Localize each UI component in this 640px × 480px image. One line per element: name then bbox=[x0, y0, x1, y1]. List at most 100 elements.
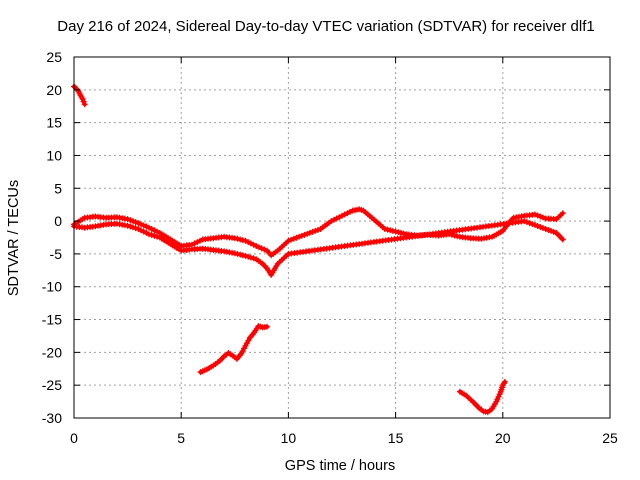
data-point bbox=[559, 236, 566, 243]
data-point bbox=[80, 98, 87, 105]
data-point bbox=[245, 239, 252, 246]
data-point bbox=[537, 213, 544, 220]
plot-frame bbox=[73, 56, 611, 419]
data-point bbox=[548, 227, 554, 234]
data-point bbox=[288, 236, 295, 243]
data-point bbox=[537, 224, 544, 230]
data-points bbox=[71, 83, 566, 416]
y-tick-label: -20 bbox=[42, 344, 62, 360]
data-point bbox=[542, 226, 549, 232]
y-tick-label: 25 bbox=[46, 49, 62, 65]
data-point bbox=[132, 219, 139, 226]
data-point bbox=[151, 232, 158, 239]
data-point bbox=[194, 239, 201, 246]
series-main-lower bbox=[71, 218, 566, 278]
y-tick-label: 0 bbox=[54, 213, 62, 229]
data-point bbox=[526, 220, 533, 227]
data-point bbox=[245, 253, 252, 260]
data-point bbox=[146, 224, 152, 231]
x-tick-label: 5 bbox=[177, 430, 185, 446]
data-point bbox=[140, 222, 147, 229]
y-tick-label: 5 bbox=[54, 180, 62, 196]
data-point bbox=[559, 210, 566, 217]
data-point bbox=[242, 252, 249, 259]
data-point bbox=[341, 211, 348, 218]
y-tick-label: -15 bbox=[42, 312, 62, 328]
data-point bbox=[191, 240, 198, 247]
data-point bbox=[314, 227, 321, 233]
y-tick-label: -5 bbox=[50, 246, 63, 262]
series-segment-18-20h bbox=[456, 378, 508, 416]
data-point bbox=[339, 212, 345, 219]
data-point bbox=[534, 212, 541, 219]
data-point bbox=[333, 215, 340, 222]
data-point bbox=[127, 223, 134, 230]
data-point bbox=[296, 233, 303, 240]
data-point bbox=[258, 245, 265, 252]
x-tick-label: 15 bbox=[388, 430, 404, 446]
data-point bbox=[239, 252, 246, 259]
data-point bbox=[132, 225, 139, 232]
data-point bbox=[540, 225, 546, 231]
data-point bbox=[285, 237, 292, 244]
data-point bbox=[347, 208, 353, 215]
data-point bbox=[501, 378, 508, 385]
data-point bbox=[154, 233, 161, 240]
data-point bbox=[395, 229, 402, 236]
data-point bbox=[247, 240, 254, 247]
data-point bbox=[261, 246, 268, 253]
y-axis-title: SDTVAR / TECUs bbox=[6, 180, 22, 296]
data-point bbox=[148, 232, 155, 238]
data-point bbox=[534, 223, 541, 229]
x-tick-label: 10 bbox=[281, 430, 297, 446]
data-point bbox=[309, 228, 316, 235]
data-point bbox=[135, 220, 142, 227]
x-tick-label: 20 bbox=[495, 430, 511, 446]
data-point bbox=[264, 323, 270, 330]
y-tick-label: -10 bbox=[42, 279, 62, 295]
y-tick-label: 10 bbox=[46, 147, 62, 163]
data-point bbox=[242, 237, 249, 244]
y-tick-label: -25 bbox=[42, 377, 62, 393]
chart-title: Day 216 of 2024, Sidereal Day-to-day VTE… bbox=[57, 18, 594, 35]
data-point bbox=[523, 219, 530, 226]
data-point bbox=[301, 231, 308, 238]
x-tick-label: 25 bbox=[602, 430, 618, 446]
x-axis-title: GPS time / hours bbox=[285, 458, 395, 474]
data-point bbox=[255, 244, 262, 251]
series-main-upper bbox=[71, 206, 566, 259]
data-point bbox=[146, 231, 152, 238]
data-point bbox=[234, 235, 241, 242]
data-point bbox=[306, 229, 313, 236]
data-point bbox=[138, 221, 144, 228]
data-point bbox=[389, 227, 396, 234]
data-point bbox=[127, 217, 134, 224]
data-point bbox=[135, 226, 142, 232]
data-point bbox=[124, 222, 131, 229]
data-point bbox=[298, 232, 305, 239]
data-point bbox=[154, 228, 161, 235]
series-segment-6-9h bbox=[197, 323, 270, 376]
data-point bbox=[550, 228, 557, 235]
y-tick-label: 20 bbox=[46, 82, 62, 98]
data-point bbox=[234, 250, 241, 257]
data-point bbox=[328, 218, 335, 225]
data-point bbox=[521, 218, 528, 225]
data-point bbox=[540, 214, 546, 221]
axis-ticks: 0 5 10 15 20 25 -30 -25 -20 -15 -10 -5 0 5 10 15 20 25 bbox=[42, 49, 618, 446]
data-point bbox=[239, 237, 246, 244]
data-point bbox=[124, 216, 131, 223]
data-point bbox=[529, 221, 536, 227]
data-point bbox=[140, 228, 147, 235]
y-tick-label: -30 bbox=[42, 410, 62, 426]
data-point bbox=[253, 243, 260, 249]
data-point bbox=[151, 227, 158, 234]
x-tick-label: 0 bbox=[70, 430, 78, 446]
data-point bbox=[312, 227, 319, 234]
data-point bbox=[293, 234, 300, 241]
data-point bbox=[138, 227, 144, 234]
data-point bbox=[148, 226, 155, 232]
data-point bbox=[247, 254, 254, 261]
